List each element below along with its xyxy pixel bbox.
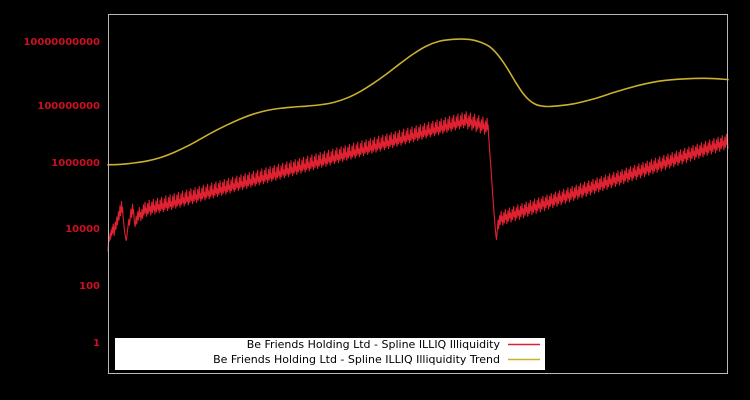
- plot-area-border: [108, 14, 728, 374]
- legend-background: [115, 338, 545, 370]
- legend-label-illiquidity-trend: Be Friends Holding Ltd - Spline ILLIQ Il…: [213, 353, 500, 366]
- y-tick-label-1: 1: [93, 338, 100, 349]
- y-tick-label-100: 100: [79, 281, 100, 292]
- y-tick-label-100000000: 100000000: [37, 101, 100, 112]
- y-tick-label-10000000000: 10000000000: [23, 37, 100, 48]
- series-line-illiquidity-trend: [107, 38, 729, 166]
- y-tick-label-10000: 10000: [65, 224, 100, 235]
- y-tick-label-1000000: 1000000: [51, 158, 100, 169]
- legend-label-illiquidity: Be Friends Holding Ltd - Spline ILLIQ Il…: [247, 338, 501, 351]
- y-axis-tick-labels: 10000000000 100000000 1000000 10000 100 …: [23, 37, 100, 349]
- chart-legend: Be Friends Holding Ltd - Spline ILLIQ Il…: [115, 338, 545, 370]
- series-line-illiquidity: [107, 111, 729, 252]
